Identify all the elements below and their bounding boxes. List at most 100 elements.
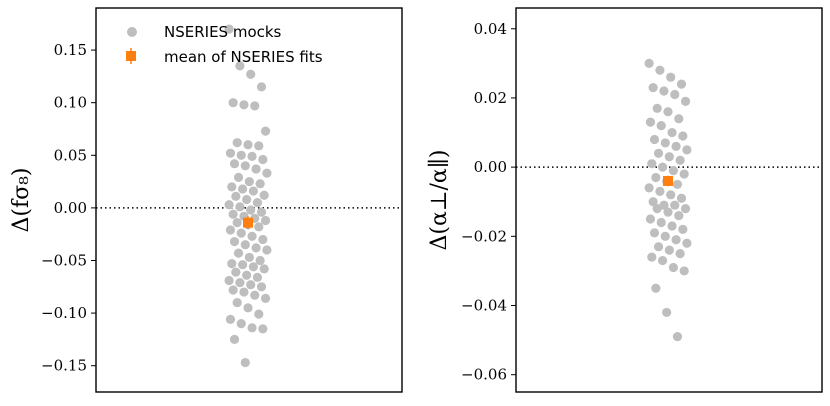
mock-point	[225, 314, 236, 325]
y-tick-label-left: −0.05	[41, 251, 87, 269]
mock-point	[648, 82, 658, 93]
y-axis-label-left: Δ(fσ₈)	[9, 167, 34, 232]
mock-point	[228, 98, 238, 108]
mock-point	[262, 168, 272, 178]
mock-point	[235, 202, 245, 212]
mean-marker-right	[663, 175, 673, 187]
legend: NSERIES mocks mean of NSERIES fits	[126, 23, 323, 66]
y-tick-label-right: 0.00	[474, 158, 507, 176]
mock-point	[239, 287, 249, 297]
mock-point	[242, 270, 252, 280]
mock-point	[243, 140, 253, 150]
mock-point	[231, 267, 241, 277]
mock-point	[248, 186, 258, 196]
mock-point	[682, 145, 692, 155]
y-tick-label-right: −0.06	[461, 366, 507, 384]
mock-point	[647, 159, 657, 169]
mock-point	[246, 69, 256, 79]
mock-point	[260, 126, 271, 136]
mock-point	[254, 222, 264, 232]
mock-point	[678, 131, 688, 141]
mock-point	[667, 221, 677, 231]
mock-point	[224, 200, 234, 210]
mock-point	[236, 319, 246, 329]
mock-point	[655, 186, 665, 196]
mock-point	[232, 138, 242, 148]
mock-point	[668, 262, 679, 273]
mock-point	[238, 260, 248, 270]
panel-alpha-ratio: 0.04 0.02 0.00 −0.02 −0.04 −0.06 Δ(α⊥/α∥)	[427, 7, 823, 393]
mean-point	[663, 175, 673, 186]
y-tick-label-left: 0.05	[54, 146, 87, 164]
y-ticks-left: 0.15 0.10 0.05 0.00 −0.05 −0.10 −0.15	[41, 41, 96, 375]
mock-point	[251, 164, 261, 174]
mock-point	[672, 179, 683, 190]
y-tick-label-right: 0.04	[474, 20, 507, 38]
mock-point	[674, 210, 684, 221]
y-tick-label-right: −0.02	[461, 227, 507, 245]
mean-point	[243, 217, 253, 228]
legend-mean-label: mean of NSERIES fits	[164, 48, 323, 66]
mock-point	[652, 204, 662, 214]
mock-point	[666, 72, 676, 82]
mock-point	[232, 297, 242, 308]
mock-point	[670, 89, 680, 100]
mocks-points-left	[224, 24, 272, 368]
mock-point	[246, 205, 256, 215]
mock-point	[247, 231, 257, 241]
mock-point	[258, 234, 268, 245]
mock-point	[254, 141, 264, 151]
mock-point	[664, 152, 674, 162]
mock-point	[258, 154, 268, 165]
mock-point	[235, 277, 245, 288]
y-tick-label-right: 0.02	[474, 89, 507, 107]
mock-point	[660, 138, 670, 148]
mock-point	[663, 207, 673, 217]
mock-point	[224, 24, 234, 34]
mock-point	[259, 264, 269, 274]
mock-point	[247, 151, 257, 161]
mock-point	[678, 224, 688, 235]
mock-point	[659, 86, 669, 96]
mock-point	[649, 134, 660, 145]
mocks-points-right	[644, 58, 692, 342]
mock-point	[251, 243, 261, 253]
mock-point	[229, 236, 240, 247]
mock-point	[224, 275, 234, 286]
mock-point	[254, 309, 264, 319]
mock-point	[680, 204, 691, 214]
mock-point	[682, 238, 692, 248]
axes-frame-left	[95, 7, 403, 393]
y-tick-label-left: −0.10	[41, 304, 87, 322]
mock-point	[667, 127, 677, 138]
mock-point	[680, 96, 691, 107]
mock-point	[658, 162, 668, 172]
mock-point	[671, 235, 681, 245]
mock-point	[652, 103, 662, 113]
mock-point	[679, 266, 689, 276]
mock-point	[645, 214, 656, 224]
mock-point	[262, 245, 272, 255]
mock-point	[653, 242, 664, 252]
mock-point	[225, 148, 236, 158]
mock-point	[233, 172, 244, 182]
mock-point	[644, 183, 654, 193]
mock-point	[645, 117, 656, 127]
mean-marker-left	[243, 216, 253, 229]
mock-point	[240, 240, 250, 250]
y-axis-label-right: Δ(α⊥/α∥)	[427, 149, 452, 250]
mock-point	[649, 228, 660, 238]
mock-point	[228, 285, 238, 295]
mock-point	[256, 282, 267, 292]
legend-mean-marker	[126, 51, 136, 61]
mock-point	[236, 150, 246, 160]
mock-point	[231, 191, 241, 201]
mock-point	[244, 176, 254, 187]
mock-point	[238, 184, 248, 194]
mock-point	[232, 218, 242, 228]
mock-point	[250, 290, 260, 300]
mock-point	[248, 262, 258, 272]
mock-point	[656, 217, 666, 228]
legend-mocks-marker	[127, 27, 137, 37]
mock-point	[662, 307, 672, 318]
